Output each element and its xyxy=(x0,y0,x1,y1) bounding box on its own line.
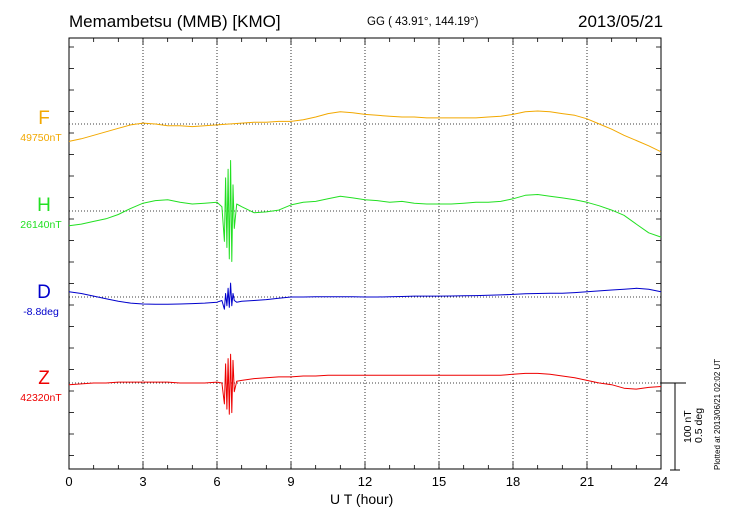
component-d-baseline: -8.8deg xyxy=(23,306,59,318)
station-title: Memambetsu (MMB) [KMO] xyxy=(69,12,281,31)
plot-date: 2013/05/21 xyxy=(578,12,664,31)
component-d-label: D xyxy=(37,282,51,303)
component-h-label: H xyxy=(37,195,51,216)
station-coordinates: GG ( 43.91°, 144.19°) xyxy=(367,16,479,28)
series-f-line xyxy=(68,110,662,153)
x-tick-label: 12 xyxy=(358,474,372,489)
component-h-baseline: 26140nT xyxy=(20,219,62,231)
component-f-baseline: 49750nT xyxy=(20,132,62,144)
scale-deg-label: 0.5 deg xyxy=(693,407,705,443)
component-f-label: F xyxy=(38,108,50,129)
x-tick-label: 21 xyxy=(580,474,594,489)
x-axis-label: U T (hour) xyxy=(330,491,394,507)
x-tick-label: 24 xyxy=(654,474,668,489)
series-d-line xyxy=(68,282,662,310)
x-tick-label: 3 xyxy=(139,474,146,489)
x-tick-label: 0 xyxy=(65,474,72,489)
x-tick-label: 15 xyxy=(432,474,446,489)
series-z-line xyxy=(68,353,662,415)
series-h-line xyxy=(68,160,662,262)
component-z-label: Z xyxy=(38,368,50,389)
x-tick-label: 6 xyxy=(213,474,220,489)
plotted-timestamp: Plotted at 2013/06/21 02:02 UT xyxy=(713,358,722,470)
component-z-baseline: 42320nT xyxy=(20,392,62,404)
x-tick-label: 9 xyxy=(287,474,294,489)
x-tick-label: 18 xyxy=(506,474,520,489)
